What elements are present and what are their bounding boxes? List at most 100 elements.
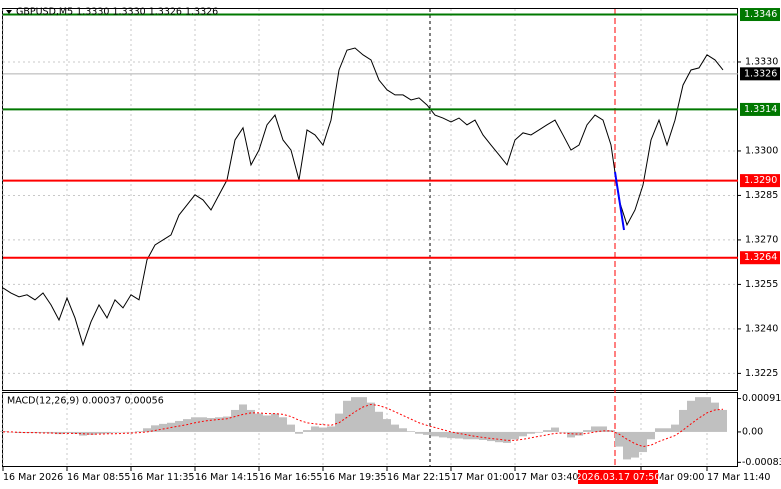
y-tick-label: 1.3255 [745,279,778,290]
last-price-label: 1.3326 [744,68,777,79]
macd-bar [647,431,655,440]
macd-bar [615,431,623,447]
menu-triangle [6,10,12,14]
macd-bar [183,419,191,432]
macd-bar [263,415,271,432]
macd-bar [143,428,151,432]
y-tick-label: 1.3285 [745,190,778,201]
x-tick-label: 16 Mar 2026 [3,472,63,483]
macd-bar [631,431,639,458]
macd-bar [39,431,47,434]
macd-bar [623,431,631,460]
macd-bar [199,417,207,432]
macd-bar [279,417,287,432]
crosshair-time: 2026.03.17 07:50 [576,472,661,483]
x-tick-label: 17 Mar 11:40 [707,472,770,483]
level-label-box [740,102,780,116]
macd-title: MACD(12,26,9) 0.00037 0.00056 [7,396,164,407]
macd-bar [679,409,687,432]
macd-bar [511,431,519,440]
macd-bar [119,431,127,433]
macd-bar [327,426,335,432]
macd-bar [159,423,167,432]
level-label: 1.3290 [744,175,777,186]
macd-bar [535,431,543,433]
level-label: 1.3346 [744,9,777,20]
signal-line [3,403,724,448]
macd-bar [111,431,119,433]
y-tick-label: 1.3270 [745,234,778,245]
macd-bar [671,424,679,432]
macd-bar [399,428,407,432]
macd-bar [575,431,583,436]
macd-bar [135,431,143,432]
macd-bar [63,431,71,434]
macd-bar [527,431,535,434]
macd-bar [719,409,727,432]
macd-bar [655,428,663,432]
y-tick-label: 1.3240 [745,323,778,334]
macd-bar [71,431,79,434]
macd-bar [287,424,295,432]
macd-bar [487,431,495,442]
macd-bar [103,431,111,434]
macd-bar [447,431,455,439]
y-tick-label: 0.00 [742,426,763,437]
macd-bar [519,431,527,437]
x-tick-label: 17 Mar 03:40 [515,472,578,483]
macd-bar [479,431,487,440]
macd-bar [359,397,367,432]
macd-bar [383,419,391,432]
macd-bar [663,428,671,432]
x-tick-label: 16 Mar 19:35 [323,472,386,483]
macd-bar [639,431,647,453]
crosshair-time-box [578,470,658,484]
last-price-box [740,67,780,81]
macd-bar [151,425,159,432]
macd-bar [191,417,199,432]
x-tick-label: 17 Mar 01:00 [451,472,514,483]
macd-bar [711,402,719,432]
macd-bar [471,431,479,440]
level-label: 1.3264 [744,252,777,263]
macd-bar [703,397,711,432]
macd-bar [375,411,383,432]
macd-bar [271,413,279,432]
macd-bar [343,400,351,432]
macd-bar [607,430,615,432]
level-label-box [740,8,780,22]
level-label-box [740,251,780,265]
x-tick-label: 16 Mar 08:55 [67,472,130,483]
y-tick-label: 1.3300 [745,145,778,156]
macd-bar [87,431,95,435]
macd-bar [431,431,439,437]
macd-bar [247,409,255,432]
level-label-box [740,174,780,188]
y-tick-label: -0.00083 [742,457,781,468]
x-tick-label: 16 Mar 16:55 [259,472,322,483]
level-label: 1.3314 [744,104,777,115]
macd-bar [695,397,703,432]
macd-bar [495,431,503,443]
macd-bar [239,404,247,432]
macd-bar [295,431,303,434]
macd-bar [319,427,327,432]
macd-bar [207,418,215,432]
y-tick-label: 1.3330 [745,56,778,67]
macd-bar [303,430,311,432]
y-tick-label: 0.00091 [742,393,781,404]
macd-bar [391,424,399,432]
macd-bar [255,413,263,432]
chart-title: GBPUSD,M5 1.3330 1.3330 1.3326 1.3326 [16,7,218,18]
macd-bar [463,431,471,440]
macd-bar [407,431,415,432]
x-tick-label: 16 Mar 14:15 [195,472,258,483]
price-line [2,47,724,347]
macd-bar [599,426,607,432]
macd-bar [687,400,695,432]
macd-bar [231,409,239,432]
macd-bar [583,430,591,432]
x-tick-label: 16 Mar 11:35 [131,472,194,483]
